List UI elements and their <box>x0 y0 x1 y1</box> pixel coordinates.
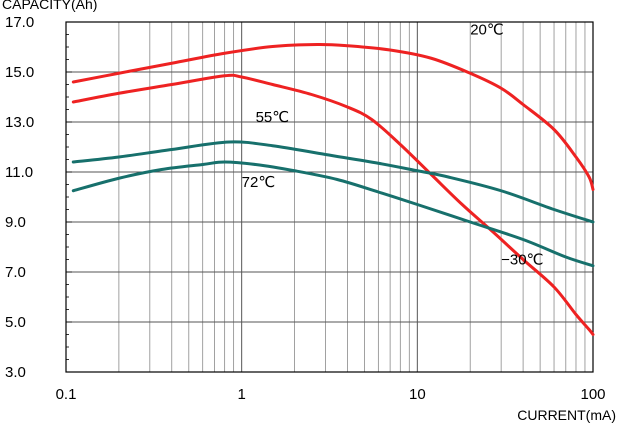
y-tick-label: 3.0 <box>5 364 26 381</box>
curve-label-2: 55℃ <box>256 109 290 126</box>
series-line-3 <box>71 140 595 224</box>
series-line-2 <box>71 73 595 336</box>
y-tick-label: 9.0 <box>5 214 26 231</box>
major-gridlines <box>65 21 593 373</box>
series-layer <box>71 42 595 336</box>
plot-frame <box>65 21 594 373</box>
x-tick-label: 1 <box>237 386 245 403</box>
y-tick-label: 11.0 <box>5 164 33 181</box>
x-tick-label: 100 <box>580 386 605 403</box>
x-tick-label: 0.1 <box>56 386 77 403</box>
y-tick-label: 15.0 <box>5 64 34 81</box>
series-line-4 <box>71 160 595 268</box>
y-tick-label: 7.0 <box>5 264 26 281</box>
y-axis-title: CAPACITY(Ah) <box>2 0 97 12</box>
curve-label-1: 20℃ <box>470 22 504 39</box>
x-axis-title: CURRENT(mA) <box>517 407 616 423</box>
minor-gridlines <box>118 22 586 372</box>
annotation-layer: 20℃ 55℃ 72℃ −30℃ <box>242 22 544 269</box>
y-tick-label: 5.0 <box>5 314 26 331</box>
curve-label-3: 72℃ <box>242 174 276 191</box>
curve-label-4: −30℃ <box>501 252 543 269</box>
y-tick-label: 17.0 <box>5 14 34 31</box>
y-tick-label: 13.0 <box>5 114 34 131</box>
series-line-1 <box>71 42 595 191</box>
x-tick-labels: 0.1 1 10 100 <box>56 386 606 403</box>
y-tick-labels: 3.0 5.0 7.0 9.0 11.0 13.0 15.0 17.0 <box>5 14 34 381</box>
x-tick-label: 10 <box>409 386 426 403</box>
